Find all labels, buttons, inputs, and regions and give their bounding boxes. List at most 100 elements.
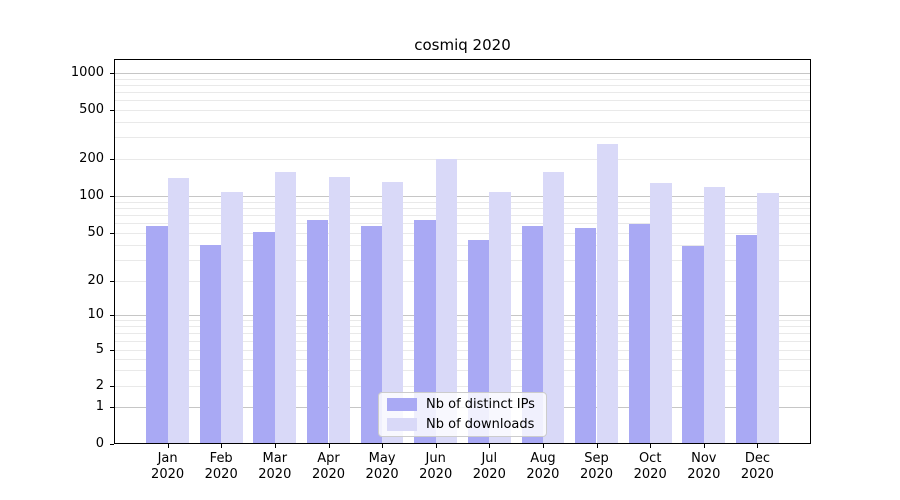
x-tick-label: May 2020 (365, 451, 399, 482)
bar-ips-dec (735, 235, 758, 443)
x-tick-label: Jul 2020 (472, 451, 506, 482)
y-tick-label: 200 (79, 151, 104, 166)
x-tick-label: Jun 2020 (419, 451, 453, 482)
y-tick-mark (110, 159, 114, 160)
y-tick-mark (110, 350, 114, 351)
x-tick-mark (274, 444, 276, 448)
x-tick-mark (167, 444, 169, 448)
bar-downloads-may (382, 182, 404, 443)
legend-swatch-downloads (387, 418, 417, 431)
y-tick-mark (110, 315, 114, 316)
y-tick-mark (110, 196, 114, 197)
bar-downloads-oct (650, 182, 672, 443)
legend-entry-downloads: Nb of downloads (387, 417, 538, 432)
x-tick-mark (221, 444, 223, 448)
y-tick-mark (110, 386, 114, 387)
bar-downloads-dec (757, 193, 779, 443)
gridline-y-10 (115, 315, 810, 316)
gridline-y-200 (115, 159, 810, 160)
bar-downloads-apr (328, 176, 350, 443)
legend-swatch-distinct-ips (387, 398, 417, 411)
x-tick-mark (542, 444, 544, 448)
y-tick-label: 2 (95, 378, 104, 393)
y-tick-mark (110, 444, 114, 445)
gridline-y-400 (115, 121, 810, 123)
bar-ips-jun (414, 219, 436, 443)
y-tick-mark (110, 407, 114, 408)
gridline-y-800 (115, 84, 810, 86)
x-tick-label: Apr 2020 (311, 451, 346, 482)
gridline-y-90 (115, 201, 810, 203)
gridline-y-100 (115, 196, 810, 197)
gridline-y-30 (115, 259, 810, 261)
bar-downloads-aug (542, 171, 565, 443)
y-tick-label: 1 (95, 399, 104, 414)
gridline-y-60 (115, 223, 810, 225)
y-tick-label: 0 (95, 436, 104, 451)
y-tick-mark (110, 110, 114, 111)
x-tick-label: Oct 2020 (633, 451, 667, 482)
gridline-y-700 (115, 92, 810, 94)
x-tick-mark (757, 444, 759, 448)
bar-ips-aug (521, 226, 543, 443)
bar-ips-jan (146, 226, 168, 443)
bar-downloads-jul (489, 191, 511, 443)
bar-ips-apr (307, 219, 329, 443)
y-tick-label: 20 (87, 273, 104, 288)
legend-entry-distinct-ips: Nb of distinct IPs (387, 397, 538, 412)
gridline-y-9 (115, 320, 810, 322)
y-tick-mark (110, 73, 114, 74)
chart-title: cosmiq 2020 (414, 36, 511, 54)
y-tick-mark (110, 233, 114, 234)
x-tick-label: Sep 2020 (579, 451, 614, 482)
legend-label-distinct-ips: Nb of distinct IPs (426, 397, 535, 412)
y-tick-label: 100 (79, 188, 104, 203)
x-tick-mark (489, 444, 491, 448)
y-tick-label: 1000 (70, 65, 104, 80)
gridline-y-6 (115, 340, 810, 342)
gridline-y-300 (115, 137, 810, 139)
gridline-y-80 (115, 207, 810, 209)
x-tick-label: Dec 2020 (740, 451, 774, 482)
x-tick-mark (703, 444, 705, 448)
gridline-y-20 (115, 281, 810, 282)
gridline-y-2 (115, 386, 810, 387)
bar-downloads-sep (596, 144, 618, 443)
bar-downloads-jun (435, 159, 458, 443)
gridline-y-4 (115, 358, 810, 360)
x-tick-label: Aug 2020 (526, 451, 560, 482)
y-tick-mark (110, 281, 114, 282)
y-tick-label: 5 (95, 342, 104, 357)
gridline-y-3 (115, 370, 810, 372)
x-tick-mark (435, 444, 437, 448)
gridline-y-5 (115, 350, 810, 351)
y-tick-label: 50 (87, 225, 104, 240)
x-tick-mark (650, 444, 652, 448)
gridline-y-600 (115, 100, 810, 102)
legend-label-downloads: Nb of downloads (426, 417, 535, 432)
gridline-y-500 (115, 110, 810, 111)
bar-downloads-feb (221, 191, 243, 443)
bar-ips-oct (628, 224, 651, 443)
gridline-y-40 (115, 244, 810, 246)
x-tick-label: Mar 2020 (258, 451, 292, 482)
x-tick-mark (328, 444, 330, 448)
x-tick-label: Feb 2020 (204, 451, 238, 482)
gridline-y-8 (115, 326, 810, 328)
legend: Nb of distinct IPs Nb of downloads (378, 392, 547, 437)
bar-ips-nov (682, 246, 704, 443)
bar-ips-sep (575, 227, 597, 443)
bar-downloads-nov (703, 187, 726, 443)
bar-ips-feb (199, 244, 222, 443)
bar-ips-may (360, 226, 382, 443)
gridline-y-70 (115, 215, 810, 217)
gridline-y-50 (115, 233, 810, 234)
y-tick-label: 500 (79, 102, 104, 117)
bar-downloads-mar (274, 171, 297, 443)
x-tick-mark (382, 444, 384, 448)
gridline-y-900 (115, 78, 810, 80)
gridline-y-1000 (115, 73, 810, 74)
bar-ips-mar (253, 231, 275, 443)
gridline-y-7 (115, 333, 810, 334)
